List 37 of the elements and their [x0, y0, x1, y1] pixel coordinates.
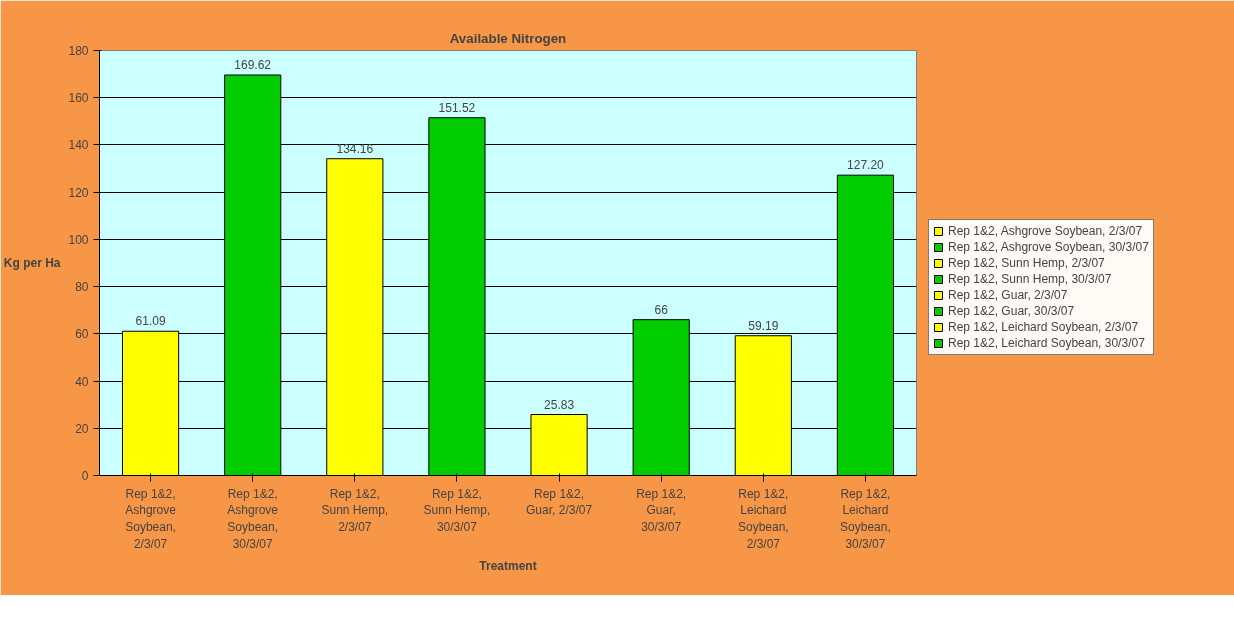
- y-tick-label: 140: [68, 138, 89, 153]
- y-tick-label: 60: [75, 327, 89, 342]
- x-tick-label: Rep 1&2, Guar, 30/3/07: [636, 486, 687, 535]
- data-label: 134.16: [336, 141, 374, 156]
- y-tick-label: 100: [68, 232, 89, 247]
- y-tick-label: 20: [75, 421, 89, 436]
- data-label: 151.52: [438, 100, 476, 115]
- data-label: 61.09: [135, 314, 166, 329]
- legend-label: Rep 1&2, Ashgrove Soybean, 2/3/07: [948, 224, 1143, 238]
- x-tick-label: Rep 1&2, Ashgrove Soybean, 2/3/07: [125, 486, 177, 551]
- x-tick-label: Rep 1&2, Sunn Hemp, 30/3/07: [423, 486, 491, 535]
- legend-label: Rep 1&2, Leichard Soybean, 30/3/07: [948, 336, 1145, 350]
- y-tick-label: 160: [68, 91, 89, 106]
- x-tick-label: Rep 1&2, Leichard Soybean, 30/3/07: [840, 486, 891, 551]
- x-axis-title: Treatment: [479, 558, 537, 573]
- y-tick-label: 40: [75, 374, 89, 389]
- x-tick-label: Rep 1&2, Leichard Soybean, 2/3/07: [737, 486, 789, 551]
- data-label: 59.19: [748, 318, 779, 333]
- data-label: 25.83: [544, 397, 575, 412]
- y-axis-title: Kg per Ha: [3, 256, 61, 270]
- data-label: 66: [654, 302, 669, 317]
- legend-label: Rep 1&2, Guar, 2/3/07: [948, 288, 1068, 302]
- y-tick-label: 80: [75, 280, 89, 295]
- x-tick-label: Rep 1&2, Sunn Hemp, 2/3/07: [321, 486, 389, 535]
- y-tick-label: 180: [68, 44, 89, 58]
- x-tick-label: Rep 1&2, Ashgrove Soybean, 30/3/07: [227, 486, 279, 551]
- legend-label: Rep 1&2, Sunn Hemp, 2/3/07: [948, 256, 1105, 270]
- data-label: 169.62: [234, 58, 272, 73]
- y-tick-label: 0: [81, 469, 89, 483]
- y-tick-label: 120: [68, 185, 89, 200]
- data-label: 127.20: [847, 158, 885, 173]
- legend-label: Rep 1&2, Leichard Soybean, 2/3/07: [948, 320, 1139, 334]
- legend-label: Rep 1&2, Sunn Hemp, 30/3/07: [948, 272, 1112, 286]
- chart-title: Available Nitrogen: [449, 30, 567, 46]
- x-tick-label: Rep 1&2, Guar, 2/3/07: [526, 486, 593, 518]
- legend-label: Rep 1&2, Ashgrove Soybean, 30/3/07: [948, 240, 1149, 254]
- legend-label: Rep 1&2, Guar, 30/3/07: [948, 304, 1075, 318]
